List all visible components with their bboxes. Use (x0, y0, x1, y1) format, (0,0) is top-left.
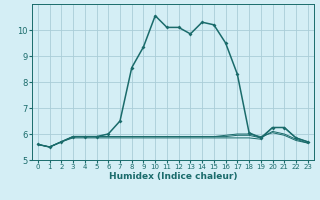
Point (246, 131, 252, 134)
Point (82, 135, 87, 138)
Point (293, 136, 299, 140)
Point (305, 140, 310, 143)
Point (211, 23, 216, 26)
Point (106, 132, 111, 136)
Point (59, 140, 64, 143)
Point (235, 73, 240, 76)
Point (129, 66, 134, 69)
Point (141, 45, 146, 49)
Point (200, 21, 205, 24)
Point (35, 143, 40, 146)
Point (282, 126, 287, 129)
Point (223, 41, 228, 45)
Point (70, 135, 76, 138)
X-axis label: Humidex (Indice chaleur): Humidex (Indice chaleur) (108, 172, 237, 181)
Point (164, 26, 170, 29)
Point (188, 32, 193, 36)
Point (47, 145, 52, 149)
Point (153, 14, 158, 17)
Point (117, 119, 123, 123)
Point (270, 126, 275, 129)
Point (176, 26, 181, 29)
Point (258, 136, 263, 140)
Point (94, 135, 99, 138)
